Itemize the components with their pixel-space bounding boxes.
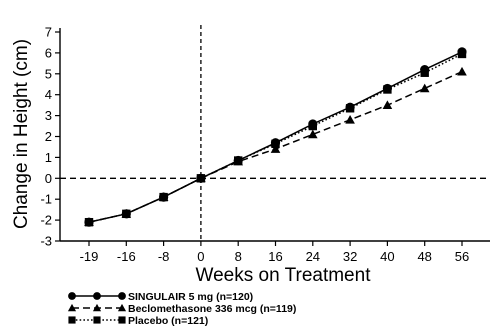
y-tick-label: -1 xyxy=(40,192,52,207)
x-tick-label: 0 xyxy=(197,249,204,264)
y-tick-label: 6 xyxy=(45,45,52,60)
data-point-circle xyxy=(420,65,430,75)
legend-marker-square xyxy=(68,316,76,324)
data-point-circle xyxy=(121,209,131,219)
legend-marker-square xyxy=(118,316,126,324)
data-point-triangle xyxy=(270,144,281,153)
data-point-circle xyxy=(382,83,392,94)
legend-marker-triangle xyxy=(117,303,127,312)
legend-marker-circle xyxy=(118,292,126,300)
y-axis-title: Change in Height (cm) xyxy=(11,39,32,229)
legend: SINGULAIR 5 mg (n=120)Beclomethasone 336… xyxy=(67,291,296,327)
x-tick-label: 40 xyxy=(380,249,394,264)
data-point-circle xyxy=(159,192,169,202)
y-tick-label: 0 xyxy=(45,171,52,186)
legend-marker-square xyxy=(93,316,101,324)
data-point-triangle xyxy=(345,114,355,124)
legend-label: Beclomethasone 336 mcg (n=119) xyxy=(128,303,296,315)
data-point-triangle xyxy=(419,83,430,93)
y-tick-label: -3 xyxy=(40,234,52,249)
x-tick-label: 24 xyxy=(306,249,320,264)
data-point-triangle xyxy=(382,100,393,109)
data-point-triangle xyxy=(308,129,318,139)
legend-marker-circle xyxy=(93,292,101,300)
x-tick-label: 16 xyxy=(268,249,282,264)
data-point-circle xyxy=(345,102,355,112)
y-tick-label: 4 xyxy=(45,87,52,102)
series-line-circle xyxy=(88,51,463,223)
legend-marker-circle xyxy=(68,292,76,300)
y-tick-label: 3 xyxy=(45,108,52,123)
data-point-circle xyxy=(233,155,243,166)
data-point-circle xyxy=(308,119,318,129)
x-tick-label: -16 xyxy=(117,249,136,264)
data-point-circle xyxy=(196,173,206,183)
data-point-circle xyxy=(270,138,281,148)
legend-label: Placebo (n=121) xyxy=(128,315,208,327)
x-tick-label: 56 xyxy=(455,249,469,264)
x-tick-label: 8 xyxy=(235,249,242,264)
x-tick-label: -19 xyxy=(80,249,99,264)
data-point-triangle xyxy=(457,66,467,76)
data-point-circle xyxy=(457,47,467,57)
y-tick-label: 7 xyxy=(45,25,52,40)
y-tick-label: 5 xyxy=(45,66,52,81)
x-tick-label: -8 xyxy=(158,249,170,264)
y-tick-label: 2 xyxy=(45,129,52,144)
legend-marker-triangle xyxy=(92,303,102,312)
y-tick-label: 1 xyxy=(45,150,52,165)
x-tick-label: 32 xyxy=(343,249,357,264)
legend-marker-triangle xyxy=(67,303,77,312)
data-point-circle xyxy=(84,217,94,227)
x-axis-title: Weeks on Treatment xyxy=(196,265,372,286)
x-tick-label: 48 xyxy=(417,249,431,264)
y-tick-label: -2 xyxy=(40,213,52,228)
legend-label: SINGULAIR 5 mg (n=120) xyxy=(128,291,253,303)
